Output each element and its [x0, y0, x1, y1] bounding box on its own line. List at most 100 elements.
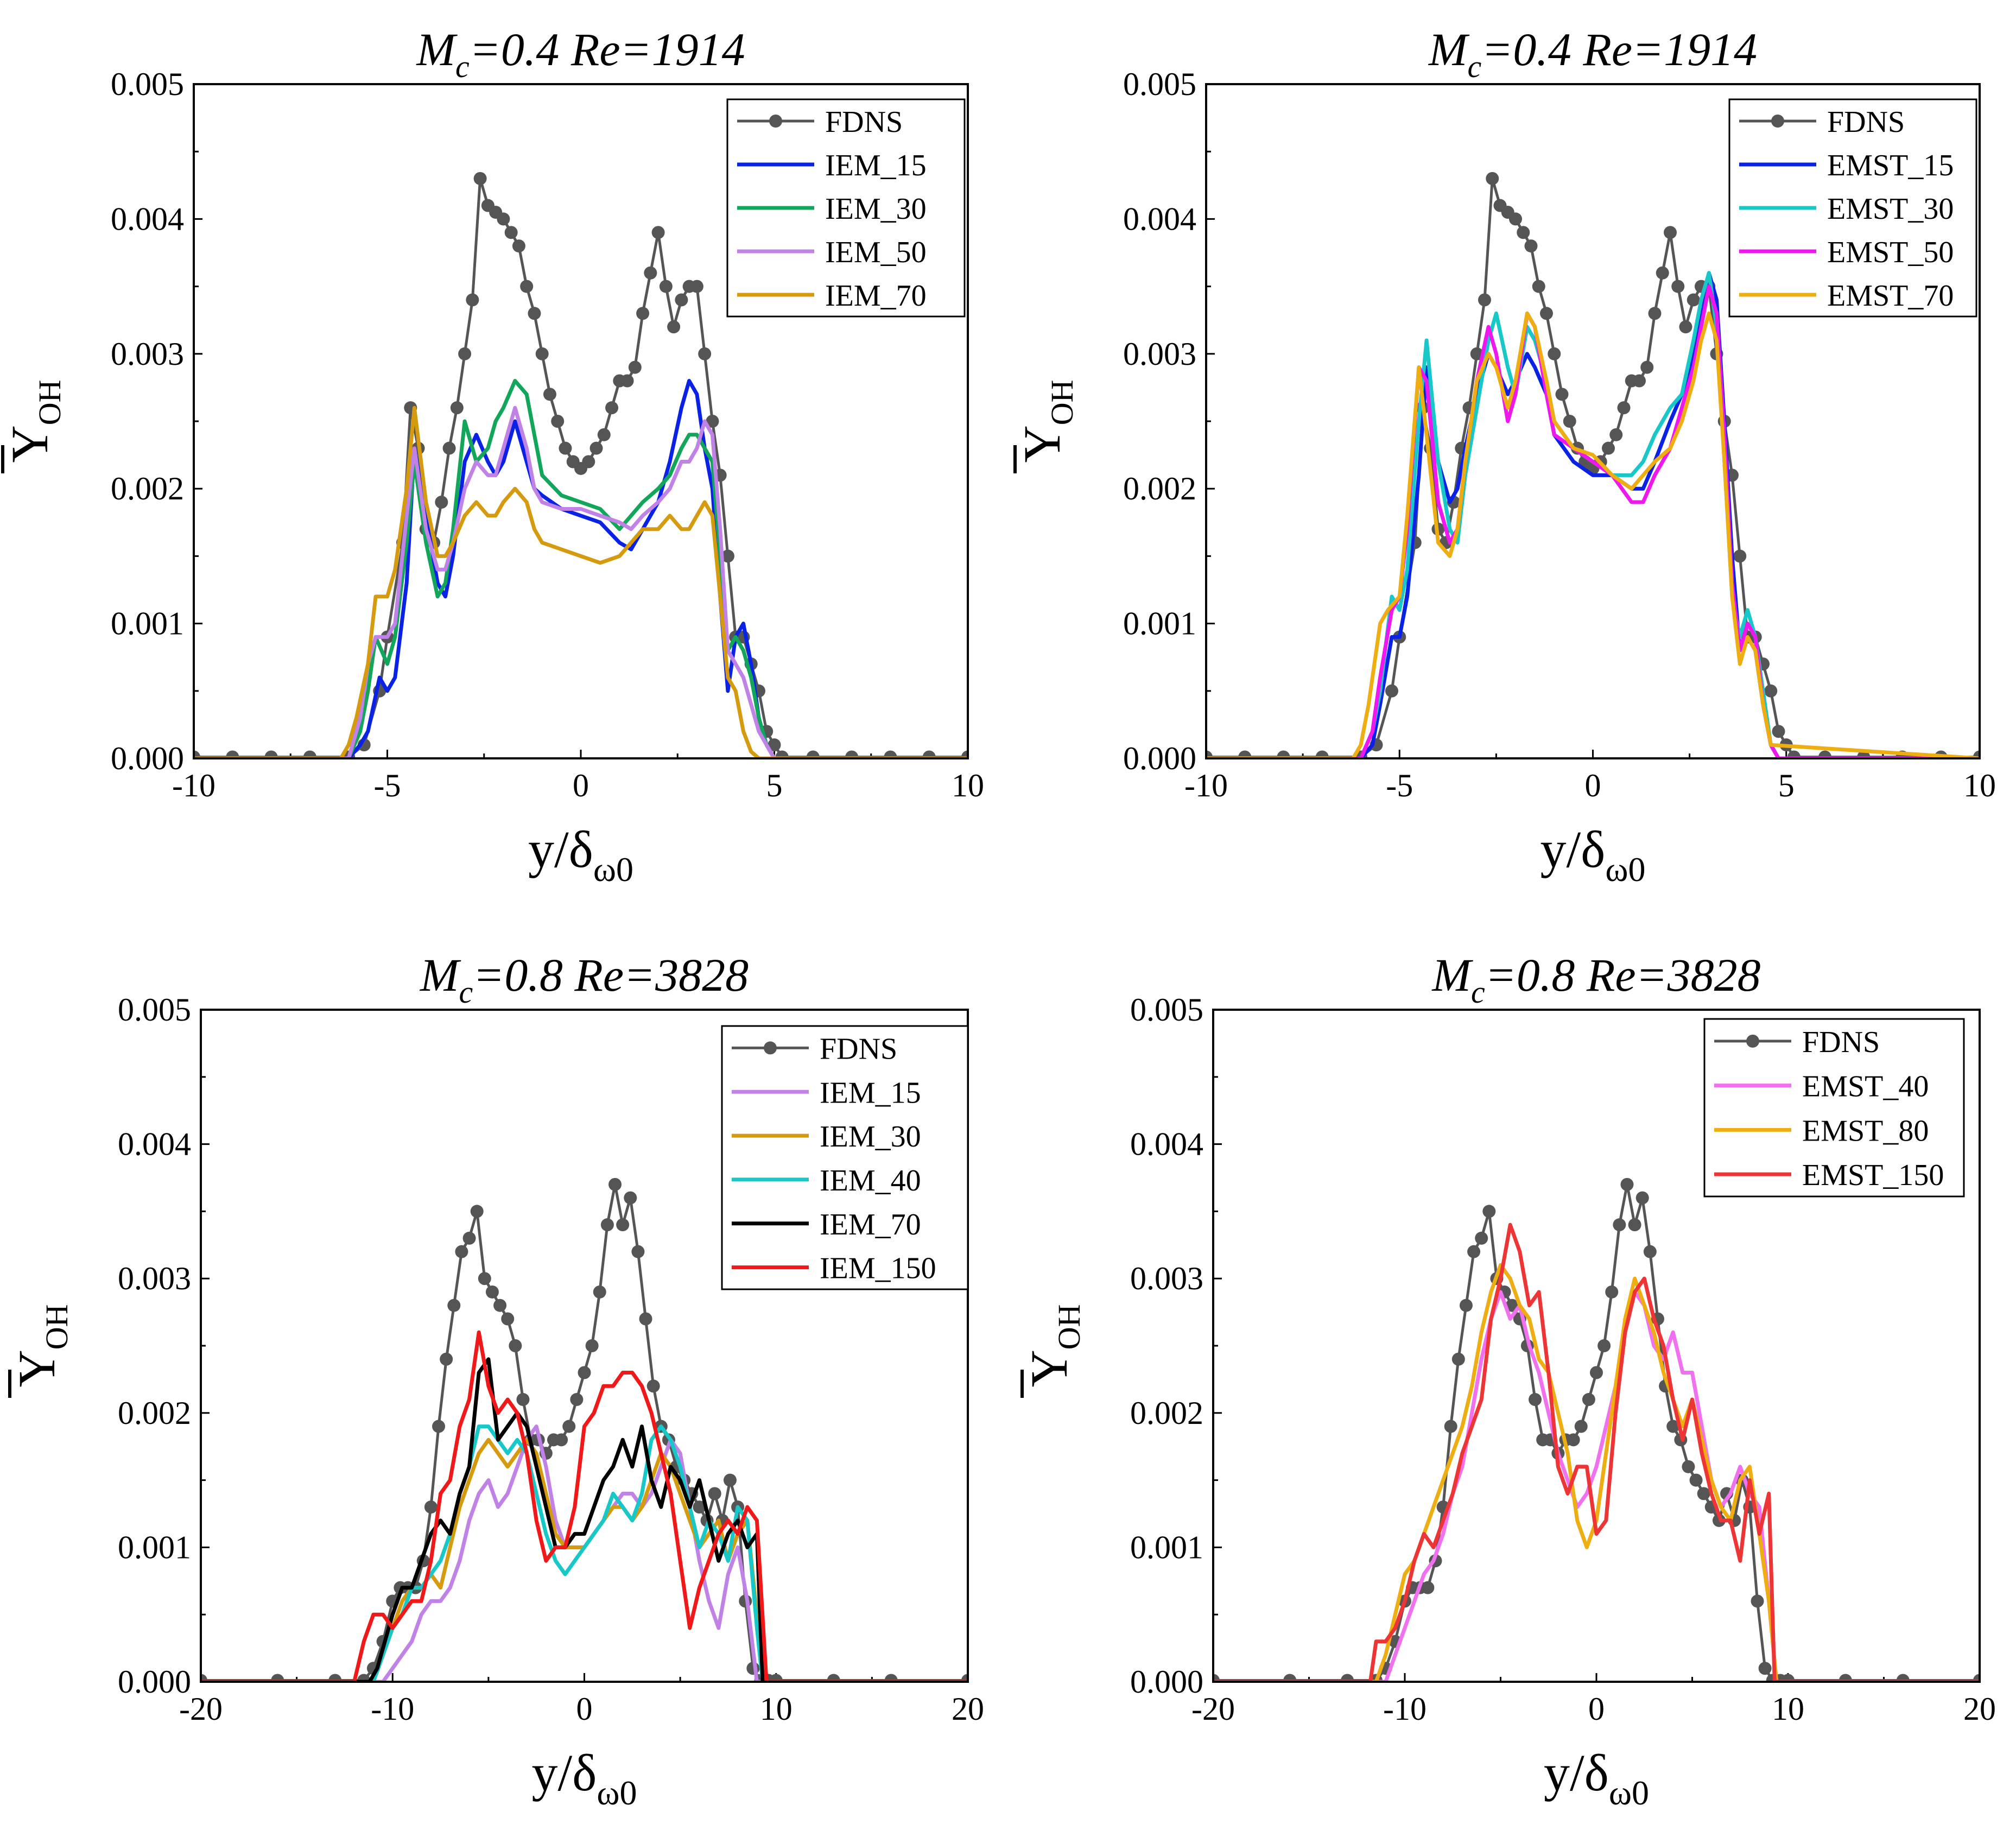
legend-label-emst_70: EMST_70 [1827, 279, 1954, 313]
data-point-fdns [1315, 750, 1329, 758]
data-point-fdns [1341, 1674, 1354, 1682]
data-point-fdns [493, 1299, 507, 1312]
data-point-fdns [1643, 1245, 1657, 1258]
x-tick-label: 10 [760, 1691, 793, 1727]
data-point-fdns [806, 750, 820, 758]
data-point-fdns [1574, 1420, 1588, 1433]
data-point-fdns [628, 360, 642, 374]
x-tick-label: -5 [374, 768, 401, 803]
data-point-fdns [1782, 1674, 1795, 1682]
data-point-fdns [264, 750, 278, 758]
chart-title-m: M [1431, 949, 1473, 1001]
data-point-fdns [1206, 750, 1213, 758]
x-axis-label: y/δω0 [1544, 1744, 1649, 1812]
data-point-fdns [1640, 360, 1654, 374]
data-point-fdns [1613, 1218, 1626, 1232]
y-tick-label: 0.002 [118, 1395, 191, 1431]
data-point-fdns [440, 1352, 453, 1366]
data-point-fdns [201, 1674, 207, 1682]
data-point-fdns [1532, 280, 1545, 293]
data-point-fdns [608, 1177, 622, 1191]
x-axis-label-sub: ω0 [1609, 1774, 1649, 1812]
data-point-fdns [516, 1393, 530, 1407]
data-point-fdns [1582, 1393, 1595, 1407]
data-point-fdns [605, 401, 619, 415]
y-tick-label: 0.002 [1130, 1395, 1203, 1431]
x-tick-label: 0 [576, 1691, 593, 1727]
data-point-fdns [357, 1674, 371, 1682]
data-point-fdns [1689, 1473, 1703, 1487]
chart-title-rest: =0.8 Re=3828 [1485, 949, 1761, 1001]
data-point-fdns [1620, 1177, 1634, 1191]
series-group [194, 172, 968, 758]
series-line-iem_40 [201, 1424, 968, 1682]
chart-title-rest: =0.4 Re=1914 [1481, 23, 1757, 75]
data-point-fdns [535, 347, 549, 360]
data-point-fdns [226, 750, 239, 758]
data-point-fdns [1896, 1674, 1910, 1682]
data-point-fdns [497, 212, 510, 226]
legend-marker-fdns [1771, 115, 1784, 128]
data-point-fdns [1666, 1420, 1680, 1433]
data-point-fdns [551, 415, 565, 428]
legend-label-iem_150: IEM_150 [820, 1252, 936, 1285]
y-tick-label: 0.000 [1123, 740, 1196, 776]
data-point-fdns [1664, 226, 1677, 239]
data-point-fdns [961, 750, 968, 758]
data-point-fdns [1529, 1393, 1542, 1407]
data-point-fdns [1679, 320, 1692, 334]
data-point-fdns [723, 1473, 737, 1487]
y-axis-label-group: YOH [1, 379, 67, 473]
data-point-fdns [470, 1205, 484, 1218]
data-point-fdns [1602, 441, 1615, 455]
data-point-fdns [1818, 750, 1831, 758]
data-point-fdns [667, 320, 681, 334]
data-point-fdns [1563, 415, 1576, 428]
x-tick-label: -10 [1184, 768, 1228, 803]
y-tick-label: 0.003 [111, 336, 184, 372]
data-point-fdns [1751, 1594, 1764, 1608]
data-point-fdns [528, 307, 541, 320]
y-tick-label: 0.003 [1123, 336, 1196, 372]
data-point-fdns [1567, 1433, 1580, 1447]
data-point-fdns [1733, 549, 1747, 563]
y-axis-label-sub: OH [32, 379, 67, 425]
x-axis-label-sub: ω0 [1605, 850, 1645, 889]
data-point-fdns [884, 1674, 898, 1682]
data-point-fdns [1478, 293, 1491, 307]
x-tick-label: -10 [1383, 1691, 1427, 1727]
data-point-fdns [600, 1218, 614, 1232]
data-point-fdns [194, 750, 200, 758]
data-point-fdns [1597, 1339, 1611, 1352]
legend: FDNS IEM_15 IEM_30 IEM_40 IEM_70 IEM_150 [721, 1025, 969, 1290]
x-axis-label-main: y/δ [531, 1744, 597, 1802]
data-point-fdns [555, 1433, 568, 1447]
data-point-fdns [721, 549, 734, 563]
data-point-fdns [597, 428, 611, 441]
data-point-fdns [1633, 374, 1646, 388]
legend-label-fdns: FDNS [1827, 105, 1905, 139]
data-point-fdns [884, 750, 897, 758]
plot-frame [1212, 1009, 1981, 1683]
legend-label-iem_40: IEM_40 [820, 1164, 921, 1198]
y-tick-label: 0.004 [111, 201, 184, 237]
chart-title: Mc=0.4 Re=1914 [1428, 23, 1757, 84]
legend: FDNS IEM_15 IEM_30 IEM_50 IEM_70 [726, 98, 966, 318]
y-axis-label-sub: OH [1051, 1304, 1087, 1350]
data-point-fdns [328, 1674, 342, 1682]
legend-label-iem_50: IEM_50 [825, 236, 927, 269]
data-point-fdns [1648, 307, 1662, 320]
y-tick-label: 0.000 [1130, 1664, 1203, 1700]
legend-label-emst_40: EMST_40 [1802, 1070, 1929, 1104]
data-point-fdns [1772, 725, 1785, 738]
legend-label-emst_50: EMST_50 [1827, 236, 1954, 269]
legend-label-fdns: FDNS [1802, 1025, 1880, 1059]
data-point-fdns [462, 1231, 476, 1245]
x-axis-label-main: y/δ [1540, 820, 1605, 878]
chart-title-sub: c [455, 49, 470, 84]
legend-label-iem_70: IEM_70 [825, 279, 927, 313]
legend-label-iem_70: IEM_70 [820, 1208, 921, 1242]
series-line-emst_80 [1213, 1263, 1980, 1682]
data-point-fdns [1758, 1662, 1772, 1675]
data-point-fdns [1444, 1420, 1457, 1433]
